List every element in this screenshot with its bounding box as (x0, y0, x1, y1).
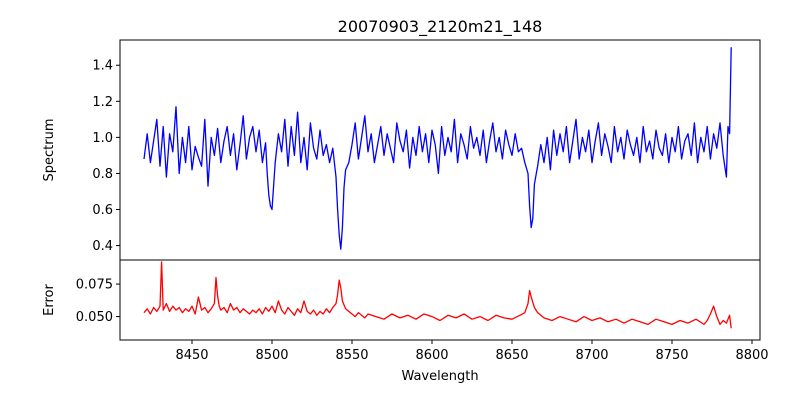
x-tick-label: 8650 (495, 348, 528, 363)
error-y-tick-label: 0.050 (76, 310, 113, 325)
spectrum-ylabel: Spectrum (42, 119, 57, 182)
x-axis-label: Wavelength (401, 369, 478, 384)
x-tick-label: 8750 (655, 348, 688, 363)
error-panel: 0.050 0.075 Error (42, 259, 761, 341)
x-tick-label: 8600 (415, 348, 448, 363)
x-tick-label: 8550 (335, 348, 368, 363)
spectrum-y-tick-label: 0.4 (92, 239, 113, 254)
x-tick-label: 8700 (575, 348, 608, 363)
spectrum-y-tick-label: 1.0 (92, 131, 113, 146)
spectrum-line-0 (143, 47, 732, 250)
x-tick-label: 8450 (175, 348, 208, 363)
spectrum-y-tick-label: 1.4 (92, 59, 113, 74)
error-ylabel: Error (42, 284, 57, 316)
x-tick-label: 8500 (255, 348, 288, 363)
error-line-0 (143, 261, 732, 329)
error-plot-frame (119, 259, 761, 341)
spectrum-y-tick-label: 0.8 (92, 167, 113, 182)
error-y-tick-label: 0.075 (76, 278, 113, 293)
x-tick-label: 8800 (735, 348, 768, 363)
chart-title: 20070903_2120m21_148 (338, 17, 543, 37)
spectrum-y-tick-label: 1.2 (92, 95, 113, 110)
spectrum-panel: 0.4 0.6 0.8 1.0 1.2 1.4 Spectrum (42, 39, 761, 261)
spectrum-y-tick-label: 0.6 (92, 203, 113, 218)
